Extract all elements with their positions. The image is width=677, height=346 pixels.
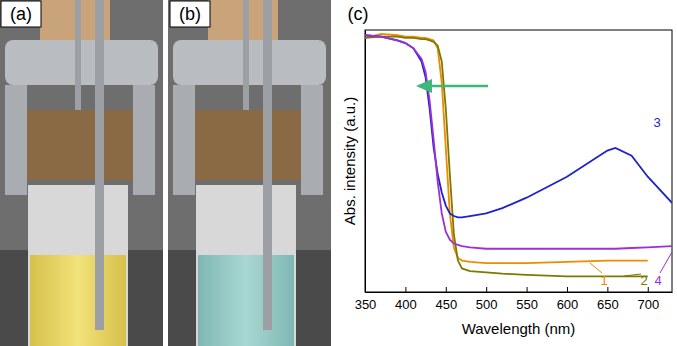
x-tick-label: 450 — [435, 297, 457, 312]
plot-area — [365, 34, 672, 276]
plot-frame — [365, 30, 672, 292]
x-tick: 650 — [597, 287, 619, 312]
x-tick-label: 400 — [395, 297, 417, 312]
photo-clamp — [5, 85, 27, 195]
panel-label-group: (a) — [1, 1, 41, 27]
x-tick: 400 — [395, 287, 417, 312]
x-tick-label: 550 — [516, 297, 538, 312]
x-axis-line — [366, 292, 673, 293]
series-label-group: 2 — [624, 273, 648, 288]
panel-label-box — [1, 1, 41, 27]
x-tick-label: 650 — [597, 297, 619, 312]
x-tick: 600 — [557, 287, 579, 312]
x-tick-label: 700 — [637, 297, 659, 312]
series-label: 2 — [640, 273, 647, 288]
x-axis-title: Wavelength (nm) — [462, 320, 576, 337]
series-line — [365, 35, 672, 217]
photo-cork — [195, 110, 301, 180]
series-line — [365, 35, 672, 249]
x-tick-mark — [446, 287, 447, 292]
x-tick: 700 — [637, 287, 659, 312]
series-label: 1 — [600, 273, 607, 288]
photo-clamp — [133, 85, 155, 195]
photo-floor — [0, 250, 163, 346]
photo-liquid — [198, 255, 294, 346]
panel-label-group: (c) — [348, 4, 369, 24]
series-label: 4 — [654, 273, 661, 288]
shift-arrow — [416, 79, 488, 93]
photo-vial — [28, 185, 128, 346]
figure: (a) (b) (c) 350 400 450 500 550 600 650 700 Wavelen… — [0, 0, 677, 346]
y-axis — [365, 31, 366, 293]
series-label-group: 3 — [653, 115, 660, 130]
photo-rod — [263, 0, 272, 330]
panel-label: (b) — [179, 4, 201, 24]
photo-rod — [95, 0, 104, 330]
photo-cork — [27, 110, 133, 180]
series-label-pointer — [590, 263, 602, 273]
photo-clamp — [301, 85, 323, 195]
panel-label: (c) — [348, 4, 369, 24]
x-tick-mark — [527, 287, 528, 292]
x-tick: 450 — [435, 287, 457, 312]
photo-background — [168, 0, 331, 346]
photo-clamp — [173, 85, 195, 195]
photo-floor — [168, 250, 331, 346]
x-tick-mark — [405, 287, 406, 292]
photo-vial — [196, 185, 296, 346]
series-label-group: 1 — [590, 263, 608, 288]
photo-background — [0, 0, 163, 346]
photo-panel — [0, 0, 163, 346]
photo-panel — [168, 0, 331, 346]
series-label: 3 — [653, 115, 660, 130]
panel-label: (a) — [10, 4, 32, 24]
series-line — [365, 37, 648, 277]
photo-rod — [243, 0, 249, 110]
x-tick: 500 — [476, 287, 498, 312]
x-tick-mark — [648, 287, 649, 292]
series-label-group: 4 — [654, 252, 672, 288]
photo-liquid — [30, 255, 126, 346]
series-line — [365, 34, 648, 263]
panel-label-box — [170, 1, 210, 27]
photo-clamp — [173, 40, 326, 85]
x-axis: 350 400 450 500 550 600 650 700 — [355, 287, 673, 312]
series-label-pointer — [660, 252, 672, 273]
shift-arrow-shaft — [428, 85, 488, 88]
y-axis-title: Abs. intensity (a.u.) — [341, 97, 358, 225]
y-axis-line — [365, 31, 366, 293]
photo-clamp — [5, 40, 158, 85]
x-tick: 550 — [516, 287, 538, 312]
x-tick-label: 350 — [355, 297, 377, 312]
x-tick-label: 500 — [476, 297, 498, 312]
shift-arrow-head — [416, 79, 432, 93]
panel-label-group: (b) — [170, 1, 210, 27]
x-tick-mark — [567, 287, 568, 292]
series-label-pointer — [624, 274, 641, 276]
x-tick-mark — [486, 287, 487, 292]
x-tick-label: 600 — [557, 297, 579, 312]
photo-rod — [75, 0, 81, 110]
